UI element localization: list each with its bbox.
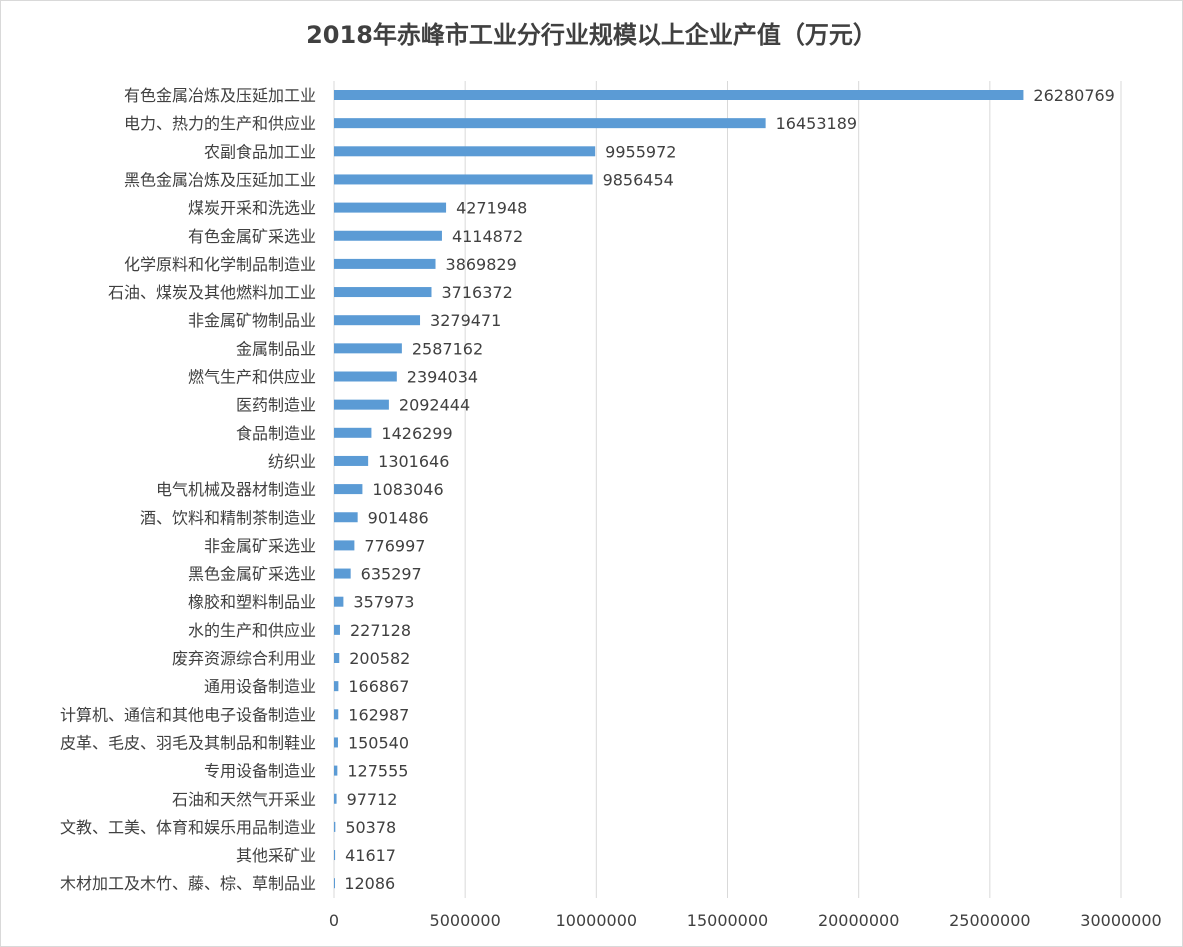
category-label: 石油和天然气开采业 [172, 790, 316, 809]
bar[interactable] [334, 287, 432, 298]
data-label: 150540 [348, 733, 409, 752]
bar[interactable] [334, 202, 447, 213]
category-label: 纺织业 [268, 452, 316, 471]
bar[interactable] [334, 427, 372, 438]
bar[interactable] [334, 709, 339, 720]
category-label: 专用设备制造业 [204, 762, 316, 781]
category-label: 计算机、通信和其他电子设备制造业 [60, 705, 316, 724]
data-label: 1426299 [381, 424, 452, 443]
category-label: 医药制造业 [236, 396, 316, 415]
category-label: 通用设备制造业 [204, 677, 316, 696]
data-label: 776997 [364, 536, 425, 555]
bar[interactable] [334, 230, 442, 241]
category-label: 黑色金属冶炼及压延加工业 [124, 170, 316, 189]
data-label: 3279471 [430, 311, 501, 330]
category-label: 木材加工及木竹、藤、棕、草制品业 [60, 874, 316, 893]
category-label: 其他采矿业 [236, 846, 316, 865]
bar[interactable] [334, 765, 338, 776]
category-label: 黑色金属矿采选业 [188, 565, 316, 584]
bar[interactable] [334, 568, 351, 579]
category-label: 有色金属冶炼及压延加工业 [124, 86, 316, 105]
bar[interactable] [334, 850, 336, 861]
chart-title: 2018年赤峰市工业分行业规模以上企业产值（万元） [306, 21, 877, 49]
data-label: 166867 [348, 677, 409, 696]
category-label: 皮革、毛皮、羽毛及其制品和制鞋业 [60, 733, 316, 752]
data-label: 12086 [344, 874, 395, 893]
bar[interactable] [334, 399, 389, 410]
data-label: 50378 [345, 818, 396, 837]
bar[interactable] [334, 540, 355, 551]
bar[interactable] [334, 118, 766, 129]
category-label: 电力、热力的生产和供应业 [124, 114, 316, 133]
category-label: 金属制品业 [236, 339, 316, 358]
data-label: 2587162 [412, 339, 483, 358]
bar[interactable] [334, 90, 1024, 100]
x-tick-label: 15000000 [687, 911, 768, 930]
data-label: 2092444 [399, 396, 470, 415]
category-label: 非金属矿采选业 [204, 536, 316, 555]
category-label: 水的生产和供应业 [188, 621, 316, 640]
data-label: 2394034 [407, 368, 478, 387]
bar[interactable] [334, 174, 593, 185]
bar[interactable] [334, 484, 363, 495]
category-label: 化学原料和化学制品制造业 [124, 255, 316, 274]
data-label: 127555 [347, 762, 408, 781]
category-label: 石油、煤炭及其他燃料加工业 [108, 283, 316, 302]
bar[interactable] [334, 793, 337, 804]
bar[interactable] [334, 343, 402, 354]
bar[interactable] [334, 315, 421, 326]
data-label: 41617 [345, 846, 396, 865]
data-label: 357973 [353, 593, 414, 612]
bar[interactable] [334, 821, 336, 832]
data-label: 26280769 [1033, 86, 1114, 105]
data-label: 4114872 [452, 227, 523, 246]
data-label: 97712 [347, 790, 398, 809]
category-label: 有色金属矿采选业 [188, 227, 316, 246]
bar[interactable] [334, 681, 339, 692]
x-tick-label: 20000000 [818, 911, 899, 930]
data-label: 3869829 [446, 255, 517, 274]
category-label: 燃气生产和供应业 [188, 368, 316, 387]
category-label: 农副食品加工业 [204, 142, 316, 161]
bar[interactable] [334, 624, 340, 635]
category-label: 文教、工美、体育和娱乐用品制造业 [60, 818, 316, 837]
data-label: 1301646 [378, 452, 449, 471]
data-label: 9856454 [603, 170, 674, 189]
x-tick-label: 0 [329, 911, 339, 930]
x-tick-label: 10000000 [556, 911, 637, 930]
category-label: 酒、饮料和精制茶制造业 [140, 508, 316, 527]
x-tick-label: 30000000 [1080, 911, 1161, 930]
x-tick-label: 25000000 [949, 911, 1030, 930]
category-label: 橡胶和塑料制品业 [188, 593, 316, 612]
bar[interactable] [334, 146, 596, 157]
bar[interactable] [334, 596, 344, 607]
bar[interactable] [334, 512, 358, 523]
data-label: 9955972 [605, 142, 676, 161]
data-label: 3716372 [441, 283, 512, 302]
bar[interactable] [334, 653, 340, 663]
data-label: 16453189 [776, 114, 857, 133]
category-label: 废弃资源综合利用业 [172, 649, 316, 668]
category-label: 食品制造业 [236, 424, 316, 443]
data-label: 200582 [349, 649, 410, 668]
bar[interactable] [334, 878, 335, 889]
bar[interactable] [334, 371, 397, 382]
data-label: 227128 [350, 621, 411, 640]
data-label: 635297 [361, 565, 422, 584]
bar[interactable] [334, 737, 338, 748]
category-label: 非金属矿物制品业 [188, 311, 316, 330]
data-label: 1083046 [372, 480, 443, 499]
data-label: 162987 [348, 705, 409, 724]
data-label: 901486 [368, 508, 429, 527]
bar[interactable] [334, 258, 436, 269]
data-label: 4271948 [456, 199, 527, 218]
bar[interactable] [334, 455, 369, 466]
x-tick-label: 5000000 [430, 911, 501, 930]
category-label: 煤炭开采和洗选业 [188, 199, 316, 218]
category-label: 电气机械及器材制造业 [156, 480, 316, 499]
